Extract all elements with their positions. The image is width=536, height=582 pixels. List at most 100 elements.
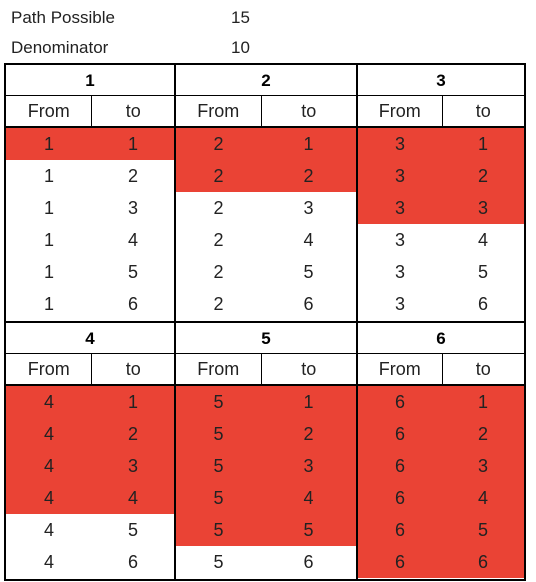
to-column-header[interactable]: to <box>125 359 141 379</box>
to-cell[interactable]: 3 <box>127 456 138 476</box>
from-cell[interactable]: 3 <box>394 294 405 314</box>
to-cell[interactable]: 3 <box>303 456 314 476</box>
from-cell[interactable]: 1 <box>43 134 54 154</box>
from-cell[interactable]: 6 <box>394 424 405 444</box>
from-cell[interactable]: 4 <box>43 488 54 508</box>
to-cell[interactable]: 6 <box>477 294 488 314</box>
from-cell[interactable]: 5 <box>213 424 224 444</box>
from-cell[interactable]: 2 <box>213 134 224 154</box>
block-title[interactable]: 1 <box>6 65 174 96</box>
from-cell[interactable]: 6 <box>394 520 405 540</box>
to-cell[interactable]: 1 <box>477 134 488 154</box>
to-cell[interactable]: 6 <box>477 552 488 572</box>
from-cell[interactable]: 4 <box>43 520 54 540</box>
from-cell[interactable]: 2 <box>213 166 224 186</box>
to-cell[interactable]: 2 <box>127 166 138 186</box>
from-cell[interactable]: 5 <box>213 392 224 412</box>
to-cell[interactable]: 4 <box>477 488 488 508</box>
from-cell[interactable]: 3 <box>394 166 405 186</box>
to-cell[interactable]: 5 <box>477 262 488 282</box>
to-cell[interactable]: 3 <box>477 198 488 218</box>
to-column-header[interactable]: to <box>475 359 491 379</box>
from-cell[interactable]: 3 <box>394 230 405 250</box>
from-cell[interactable]: 5 <box>213 520 224 540</box>
to-cell[interactable]: 4 <box>127 230 138 250</box>
to-cell[interactable]: 1 <box>127 134 138 154</box>
to-cell[interactable]: 2 <box>477 424 488 444</box>
to-cell[interactable]: 5 <box>127 520 138 540</box>
to-cell[interactable]: 4 <box>303 230 314 250</box>
to-cell[interactable]: 1 <box>477 392 488 412</box>
to-cell[interactable]: 2 <box>127 424 138 444</box>
to-column-header[interactable]: to <box>125 101 141 121</box>
to-cell[interactable]: 3 <box>127 198 138 218</box>
from-cell[interactable]: 5 <box>213 488 224 508</box>
from-cell[interactable]: 4 <box>43 456 54 476</box>
from-cell[interactable]: 3 <box>394 262 405 282</box>
block-title[interactable]: 4 <box>6 323 174 354</box>
from-column-header[interactable]: From <box>176 354 262 384</box>
to-column-header[interactable]: to <box>301 359 317 379</box>
from-cell[interactable]: 2 <box>213 262 224 282</box>
from-cell[interactable]: 5 <box>213 552 224 572</box>
from-cell[interactable]: 6 <box>394 392 405 412</box>
from-cell[interactable]: 6 <box>394 552 405 572</box>
from-column-header[interactable]: From <box>6 354 93 384</box>
from-cell[interactable]: 3 <box>394 198 405 218</box>
to-cell[interactable]: 1 <box>303 134 314 154</box>
from-cell[interactable]: 4 <box>43 552 54 572</box>
to-cell[interactable]: 6 <box>303 552 314 572</box>
to-cell[interactable]: 6 <box>127 294 138 314</box>
block-title[interactable]: 3 <box>358 65 524 96</box>
denominator-value[interactable]: 10 <box>231 38 250 57</box>
to-cell[interactable]: 5 <box>127 262 138 282</box>
column-header-row: From to <box>6 96 174 128</box>
to-cell[interactable]: 3 <box>477 456 488 476</box>
to-cell[interactable]: 5 <box>477 520 488 540</box>
from-cell[interactable]: 6 <box>394 456 405 476</box>
to-cell[interactable]: 4 <box>477 230 488 250</box>
from-column-header[interactable]: From <box>6 96 93 126</box>
to-cell[interactable]: 2 <box>303 166 314 186</box>
to-cell[interactable]: 3 <box>303 198 314 218</box>
from-cell[interactable]: 6 <box>394 488 405 508</box>
to-cell[interactable]: 1 <box>303 392 314 412</box>
from-cell[interactable]: 1 <box>43 262 54 282</box>
from-cell[interactable]: 2 <box>213 230 224 250</box>
from-column-header[interactable]: From <box>358 354 443 384</box>
from-cell[interactable]: 3 <box>394 134 405 154</box>
from-cell[interactable]: 1 <box>43 294 54 314</box>
from-cell[interactable]: 4 <box>43 424 54 444</box>
to-cell[interactable]: 4 <box>127 488 138 508</box>
from-cell[interactable]: 1 <box>43 230 54 250</box>
block-4: 4 From to 4 1 4 2 4 3 4 4 4 5 4 6 <box>6 323 176 581</box>
from-cell[interactable]: 4 <box>43 392 54 412</box>
from-cell[interactable]: 1 <box>43 198 54 218</box>
to-column-header[interactable]: to <box>475 101 491 121</box>
to-cell[interactable]: 2 <box>303 424 314 444</box>
from-column-header[interactable]: From <box>176 96 262 126</box>
from-column-header[interactable]: From <box>358 96 443 126</box>
from-cell[interactable]: 5 <box>213 456 224 476</box>
from-cell[interactable]: 2 <box>213 294 224 314</box>
to-cell[interactable]: 4 <box>303 488 314 508</box>
block-title[interactable]: 5 <box>176 323 356 354</box>
to-cell[interactable]: 6 <box>303 294 314 314</box>
from-cell[interactable]: 1 <box>43 166 54 186</box>
to-cell[interactable]: 1 <box>127 392 138 412</box>
block-title[interactable]: 2 <box>176 65 356 96</box>
from-cell[interactable]: 2 <box>213 198 224 218</box>
to-cell[interactable]: 5 <box>303 520 314 540</box>
to-cell[interactable]: 6 <box>127 552 138 572</box>
path-possible-value[interactable]: 15 <box>231 8 250 27</box>
block-title[interactable]: 6 <box>358 323 524 354</box>
to-cell[interactable]: 5 <box>303 262 314 282</box>
to-cell[interactable]: 2 <box>477 166 488 186</box>
to-column-header[interactable]: to <box>301 101 317 121</box>
